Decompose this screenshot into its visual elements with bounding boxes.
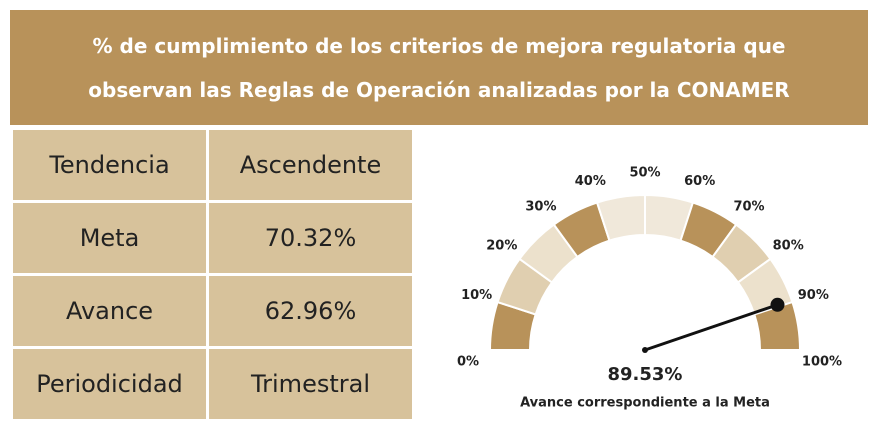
- table-cell: 62.96%: [206, 273, 415, 349]
- header-line: % de cumplimiento de los criterios de me…: [92, 33, 786, 58]
- tick-label: 0%: [457, 355, 479, 370]
- tick-label: 90%: [798, 288, 829, 303]
- gauge-subtitle: Avance correspondiente a la Meta: [520, 396, 770, 411]
- info-table: Tendencia Ascendente Meta 70.32% Avance 62.96…: [10, 127, 415, 422]
- table-cell: Tendencia: [10, 127, 209, 203]
- tick-label: 60%: [684, 174, 715, 189]
- tick-label: 40%: [575, 174, 606, 189]
- table-row: Avance 62.96%: [10, 273, 415, 349]
- tick-label: 100%: [802, 355, 842, 370]
- table-row: Periodicidad Trimestral: [10, 346, 415, 422]
- tick-label: 10%: [461, 288, 492, 303]
- header-line: observan las Reglas de Operación analiza…: [88, 77, 790, 102]
- tick-label: 80%: [773, 238, 804, 253]
- table-cell: Meta: [10, 200, 209, 276]
- needle-tip: [770, 297, 785, 312]
- tick-label: 30%: [525, 199, 556, 214]
- value-label: 89.53%: [608, 364, 683, 385]
- header: % de cumplimiento de los criterios de me…: [10, 10, 868, 125]
- table-cell: Periodicidad: [10, 346, 209, 422]
- table-cell: Avance: [10, 273, 209, 349]
- table-cell: 70.32%: [206, 200, 415, 276]
- gauge-band: [753, 300, 802, 351]
- table-row: Tendencia Ascendente: [10, 127, 415, 203]
- tick-label: 50%: [629, 166, 660, 181]
- tick-label: 20%: [486, 238, 517, 253]
- table-cell: Trimestral: [206, 346, 415, 422]
- needle: [644, 303, 778, 352]
- table-cell: Ascendente: [206, 127, 415, 203]
- gauge: 0% 10% 20% 30% 40% 50% 60% 70% 80% 90% 100% 89.53% A…: [457, 166, 842, 411]
- table-row: Meta 70.32%: [10, 200, 415, 276]
- needle-base: [642, 347, 648, 353]
- tick-label: 70%: [733, 199, 764, 214]
